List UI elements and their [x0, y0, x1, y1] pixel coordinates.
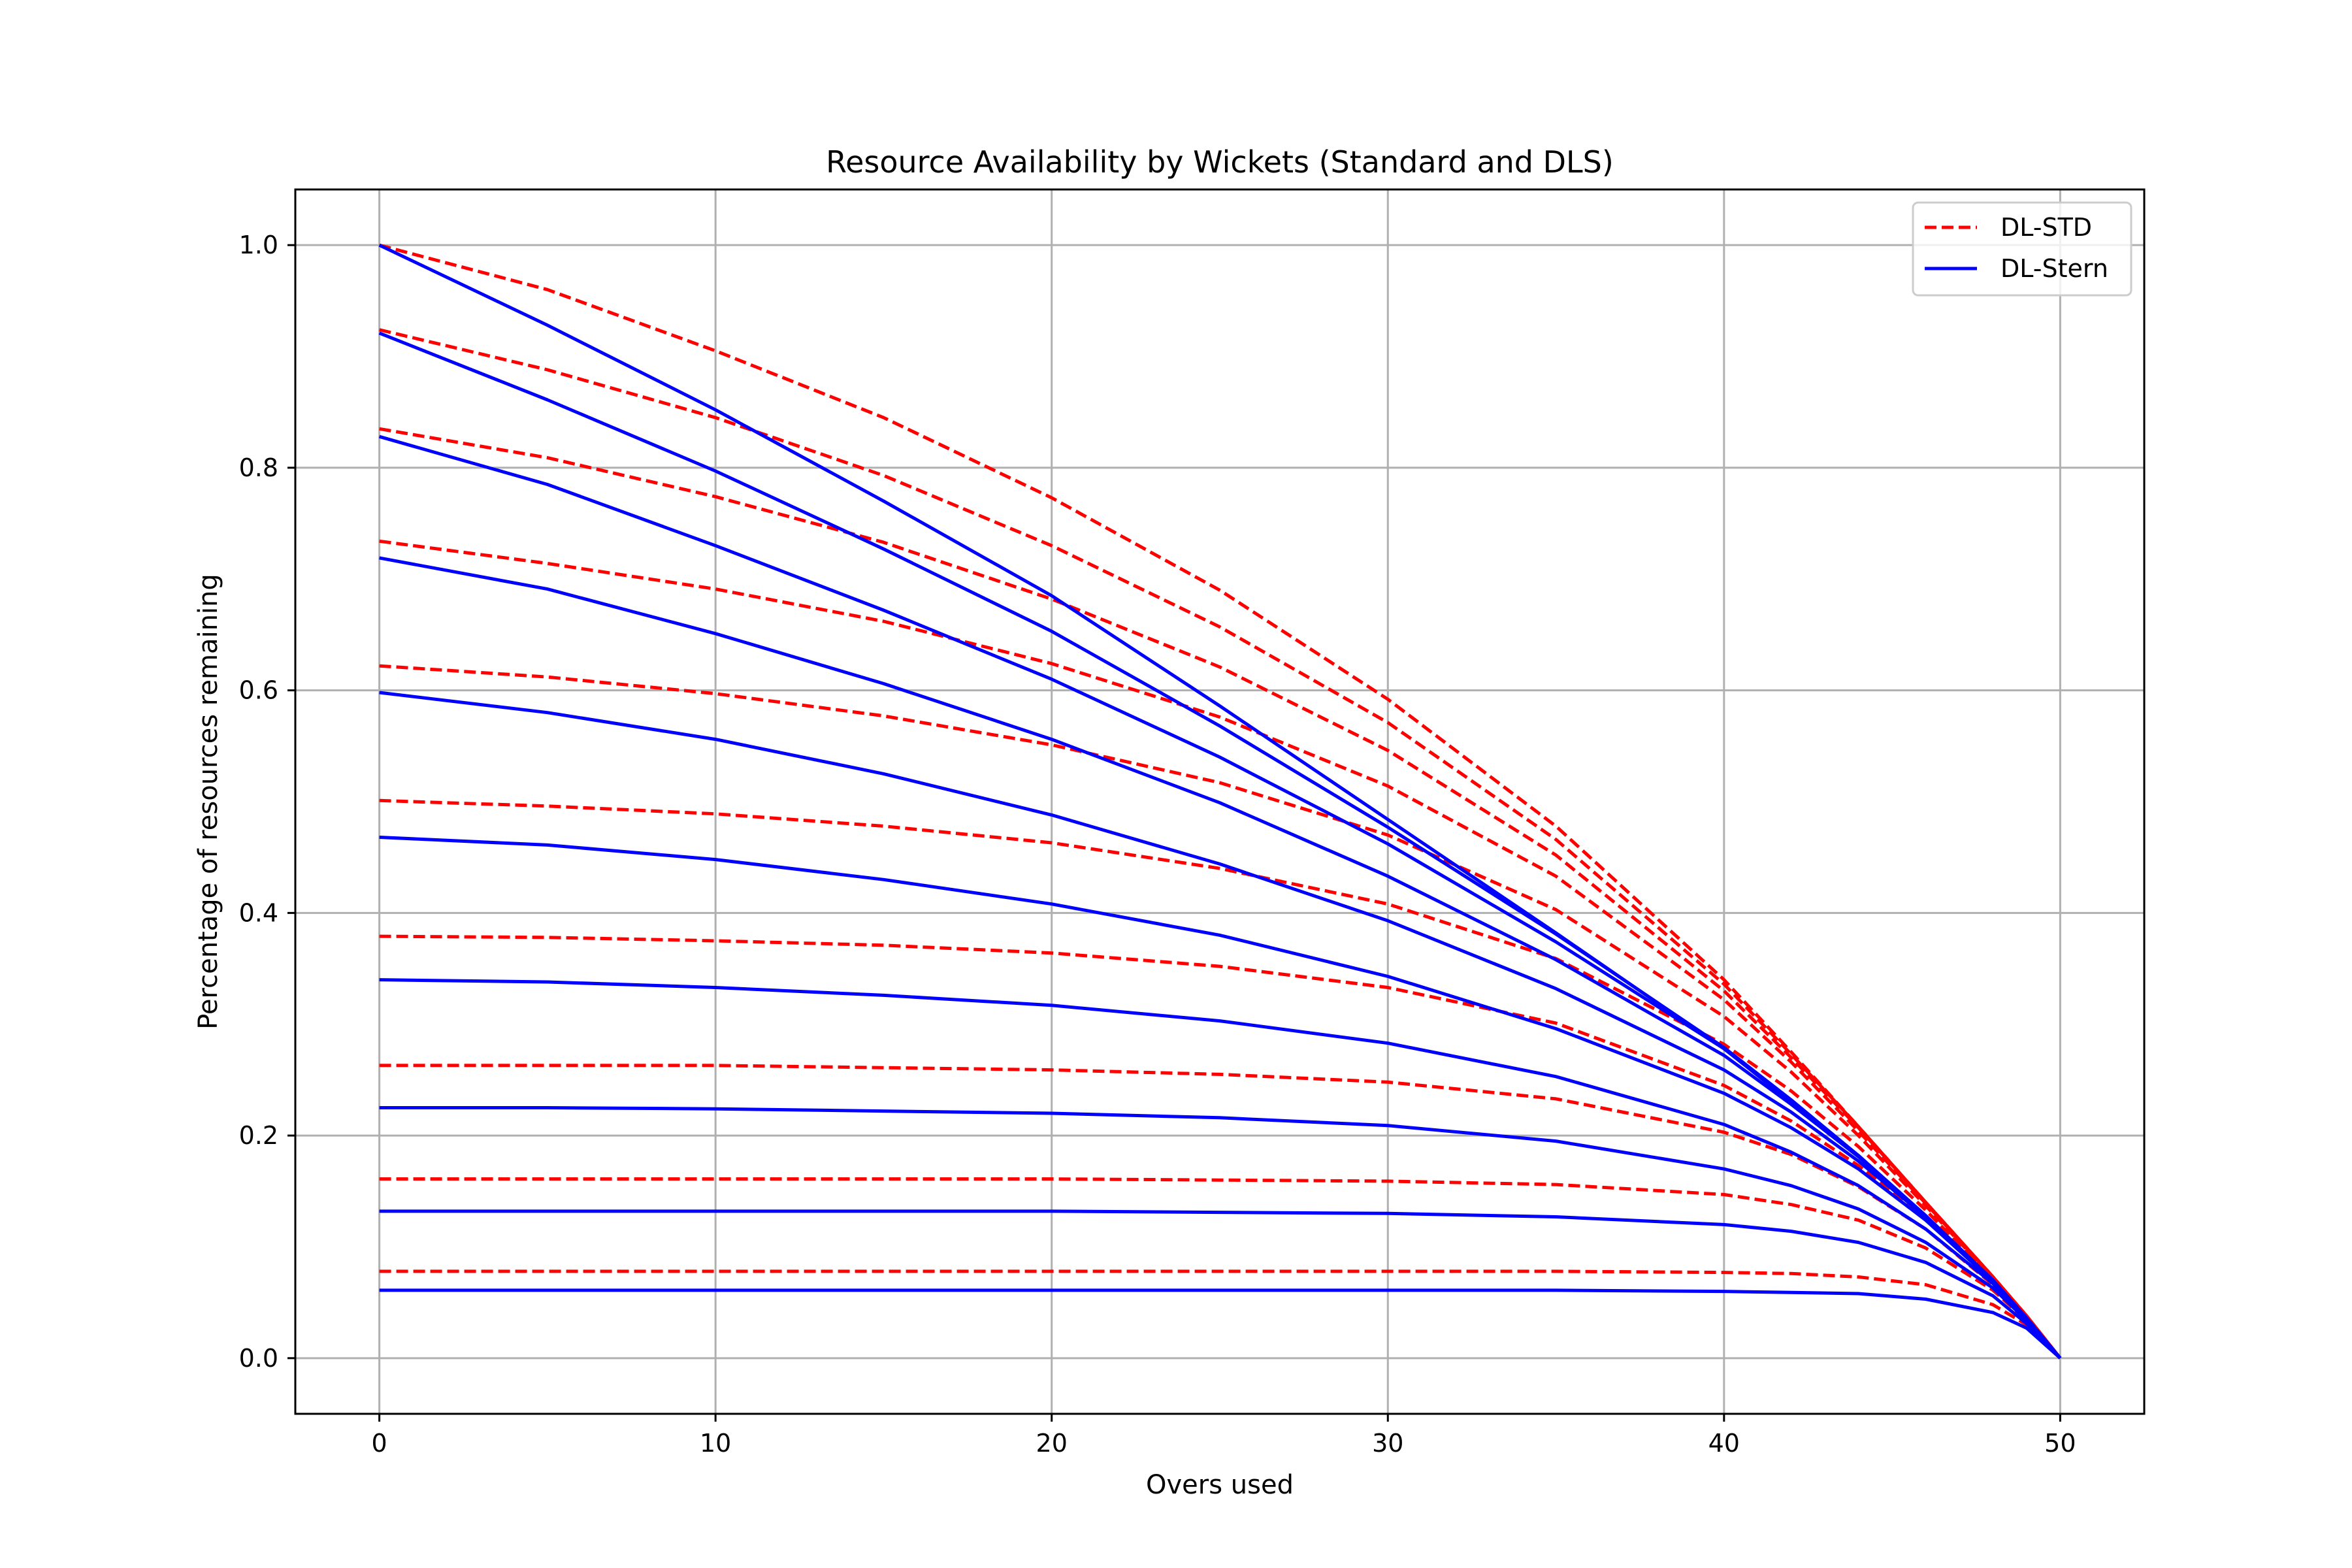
x-axis-label: Overs used — [1146, 1470, 1294, 1500]
x-tick-label: 50 — [2044, 1429, 2076, 1458]
chart-title: Resource Availability by Wickets (Standa… — [826, 144, 1614, 180]
legend: DL-STD DL-Stern — [1912, 201, 2132, 297]
y-tick-label: 0.0 — [239, 1344, 278, 1373]
dl-std-series-line — [378, 243, 2062, 1360]
x-tick-label: 30 — [1372, 1429, 1403, 1458]
series-layer — [378, 243, 2062, 1360]
legend-label-dl-stern: DL-Stern — [2001, 254, 2108, 283]
x-tick-label: 10 — [700, 1429, 731, 1458]
y-axis-label: Percentage of resources remaining — [193, 574, 223, 1030]
dl-std-series-line — [379, 1177, 2062, 1360]
dl-std-series-line — [379, 1269, 2062, 1360]
y-tick-label: 1.0 — [239, 231, 278, 259]
x-tick-label: 0 — [372, 1429, 387, 1458]
legend-label-dl-std: DL-STD — [2001, 213, 2092, 242]
dl-stern-series-line — [379, 978, 2062, 1360]
y-tick-label: 0.6 — [239, 676, 278, 705]
dl-stern-series-line — [379, 1288, 2062, 1360]
y-tick-label: 0.4 — [239, 898, 278, 927]
dl-stern-series-line — [379, 1209, 2062, 1360]
y-tick-label: 0.2 — [239, 1121, 278, 1150]
x-tick-label: 40 — [1708, 1429, 1740, 1458]
dl-stern-series-line — [379, 836, 2062, 1360]
plot-frame — [294, 188, 2146, 1415]
grid — [295, 189, 2144, 1414]
x-tick-label: 20 — [1036, 1429, 1068, 1458]
dl-stern-series-line — [379, 1106, 2062, 1360]
y-tick-label: 0.8 — [239, 453, 278, 482]
ticks: 0 10 20 30 40 50 0.0 0.2 0.4 0.6 0.8 1.0 — [239, 231, 2076, 1458]
